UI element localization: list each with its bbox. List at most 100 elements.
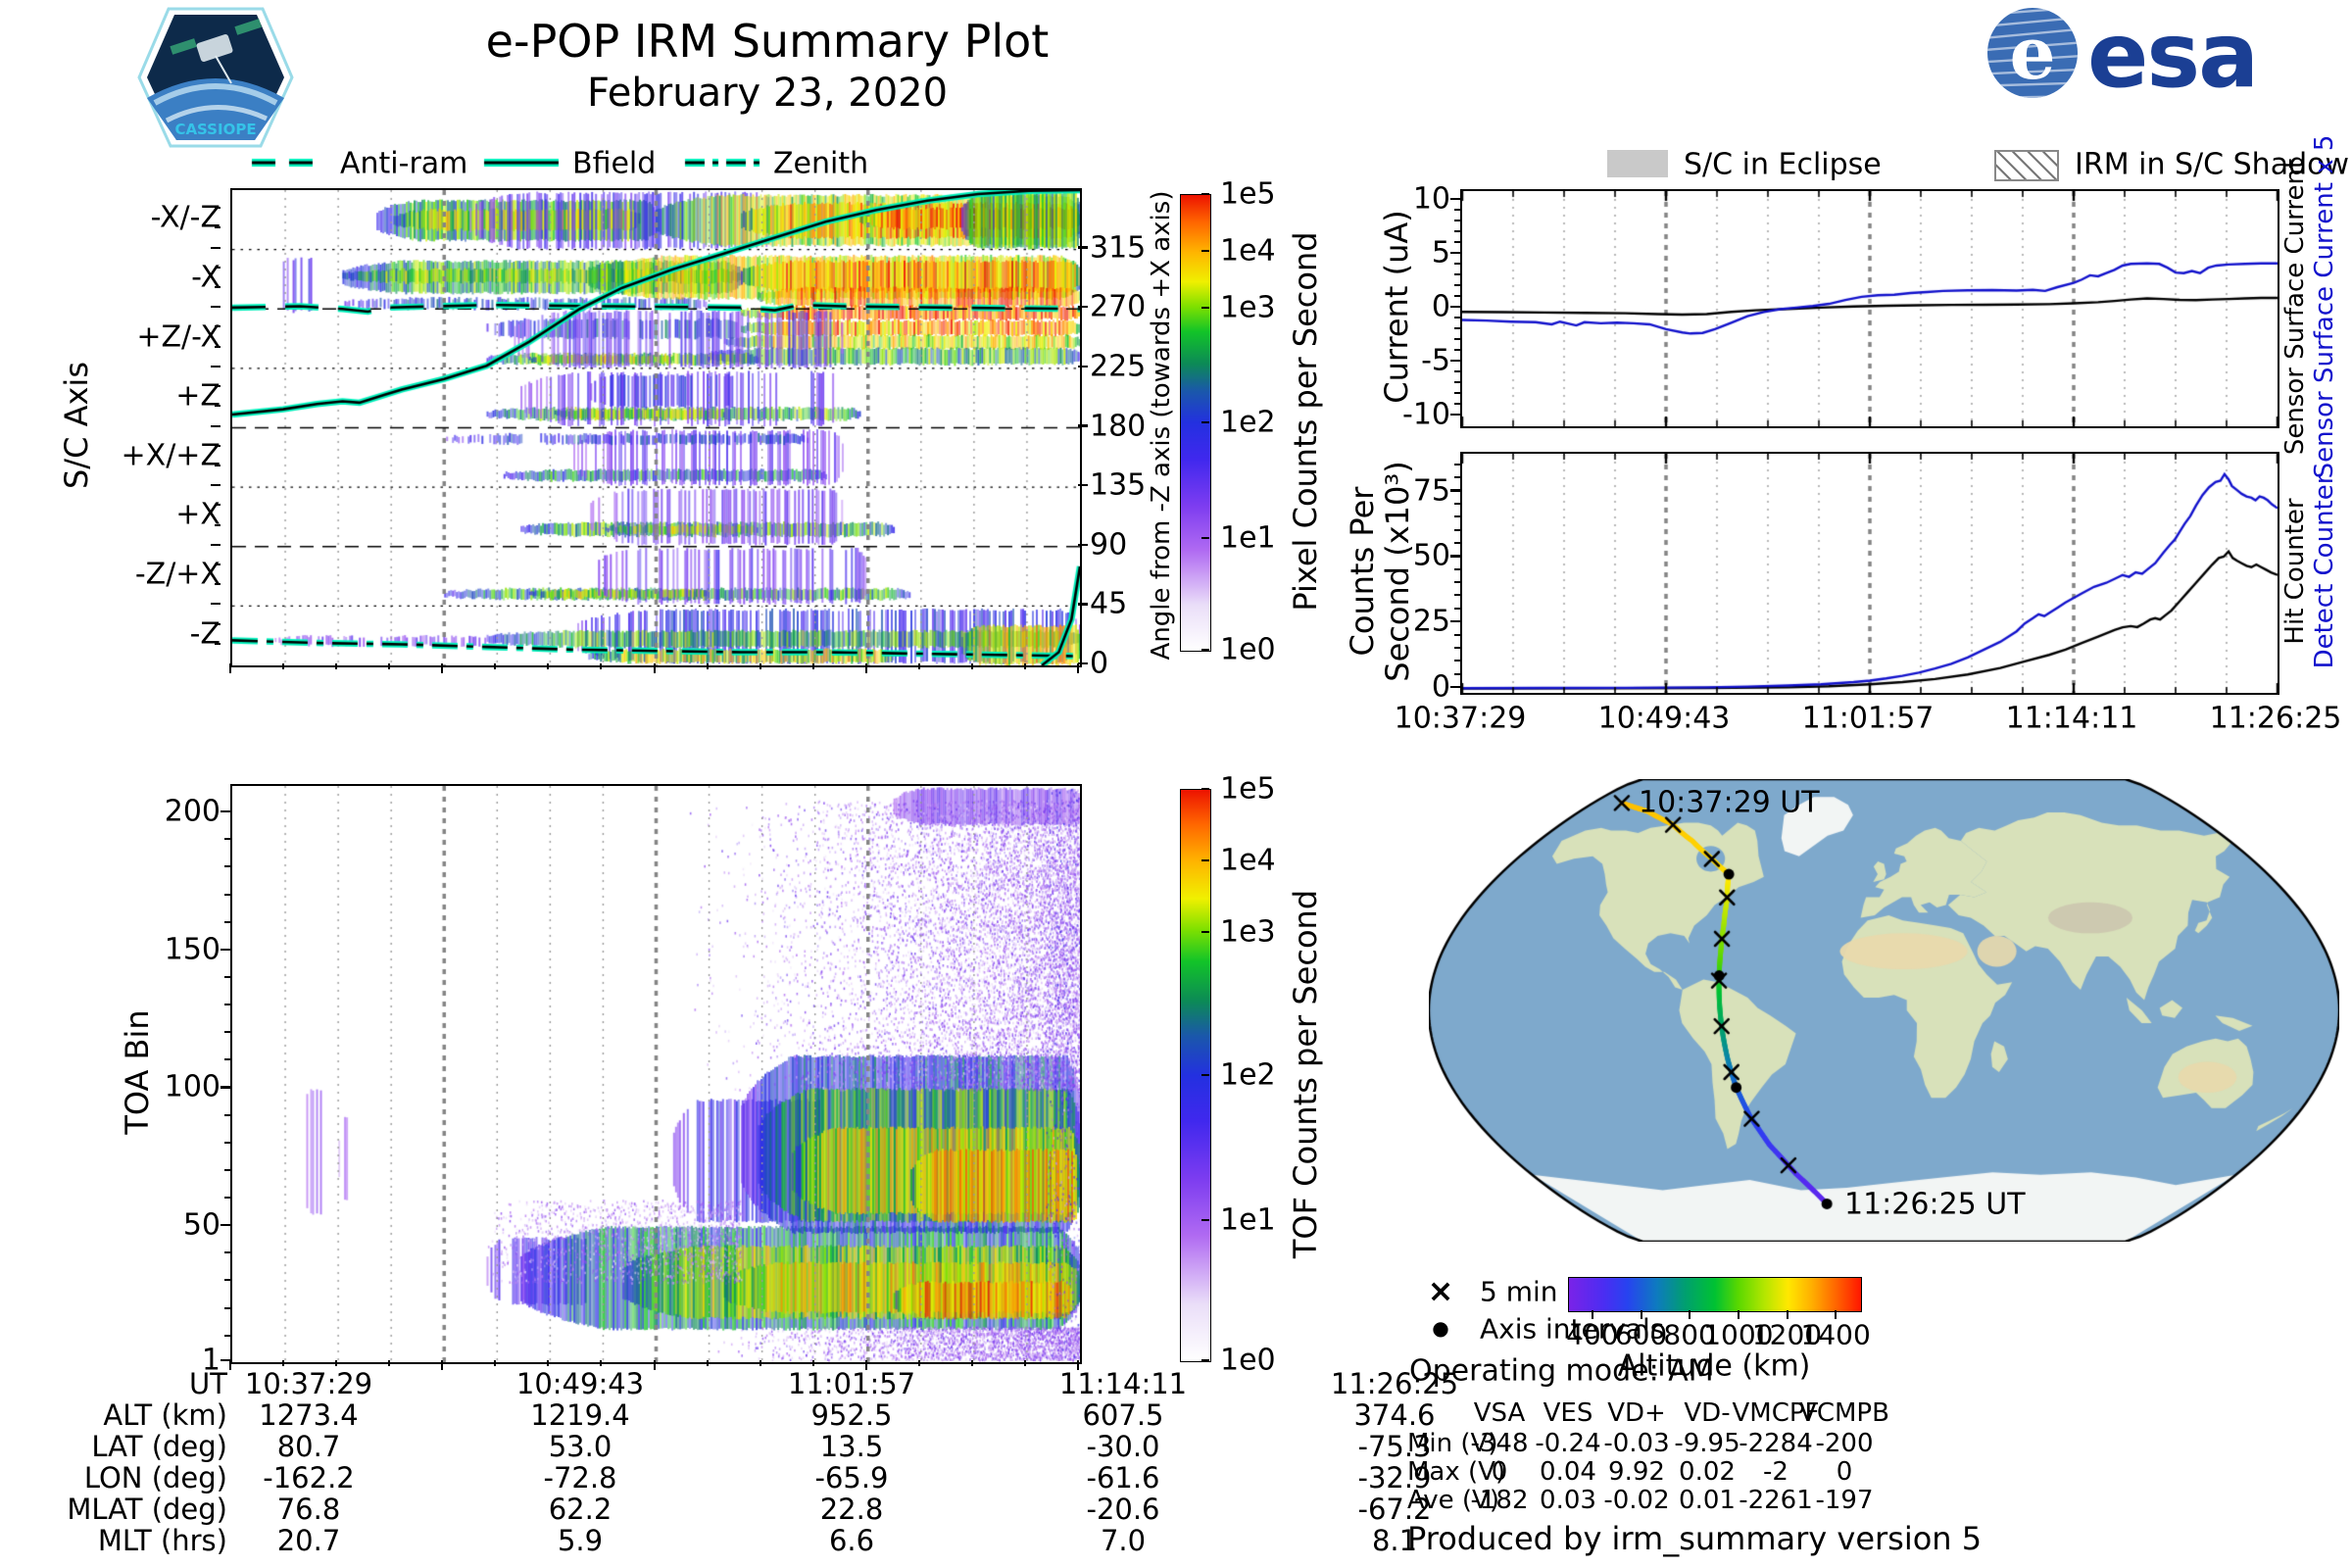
voltage-value: 0	[1491, 1457, 1508, 1487]
toa-minor-tick	[224, 1306, 230, 1309]
ephemeris-row-label: MLAT (deg)	[67, 1493, 227, 1526]
sc-time-tick	[547, 663, 550, 669]
ephemeris-value: -61.6	[1086, 1461, 1160, 1494]
voltage-column-header: VSA	[1473, 1398, 1526, 1428]
voltage-column-header: VD+	[1607, 1398, 1666, 1428]
sc-axis-section-label: +Z	[175, 378, 220, 414]
x-marker-icon: ×	[1427, 1272, 1454, 1309]
voltage-row-label: Max (V)	[1407, 1457, 1506, 1487]
voltage-value: -182	[1470, 1486, 1529, 1515]
counts-minor-ytick	[1454, 463, 1460, 466]
tof-colorbar-tick-label: 1e4	[1220, 843, 1276, 878]
current-minor-ytick	[1454, 349, 1460, 352]
sc-time-tick	[335, 663, 338, 669]
ephemeris-value: 13.5	[819, 1430, 884, 1463]
toa-minor-tick	[224, 1279, 230, 1282]
toa-minor-tick	[224, 1031, 230, 1034]
ephemeris-value: 8.1	[1371, 1524, 1418, 1557]
toa-minor-tick	[224, 1086, 230, 1089]
zenith-legend-line-icon	[683, 155, 761, 171]
sc-axis-minor-tick	[215, 385, 220, 388]
sc-time-tick	[229, 663, 231, 673]
ephemeris-value: -20.6	[1086, 1493, 1160, 1526]
ephemeris-row-label: LON (deg)	[83, 1461, 227, 1494]
current-ytick-label: 0	[1431, 289, 1450, 324]
counts-ytick-label: 0	[1431, 669, 1450, 705]
sc-axis-minor-tick	[215, 563, 220, 565]
toa-spectrogram-panel	[230, 784, 1082, 1364]
pixel-colorbar-tick	[1201, 537, 1209, 540]
counts-right-label-blue: Detect Counter	[2310, 473, 2339, 669]
altitude-tick	[1591, 1310, 1593, 1319]
legend-anti-ram-label: Anti-ram	[340, 146, 468, 181]
sc-axis-section-label: -Z	[189, 616, 220, 652]
current-minor-ytick	[1454, 327, 1460, 330]
eclipse-legend-swatch	[1607, 150, 1668, 177]
world-map-ground-track	[1429, 779, 2339, 1242]
ephemeris-value: 11:01:57	[787, 1367, 916, 1400]
toa-time-tick	[282, 1360, 285, 1366]
toa-minor-tick	[224, 975, 230, 978]
current-minor-ytick	[1454, 197, 1460, 200]
sc-axis-section-label: +X/+Z	[121, 438, 220, 473]
current-minor-ytick	[1454, 338, 1460, 341]
toa-minor-tick	[224, 1334, 230, 1337]
voltage-value: 9.92	[1608, 1457, 1665, 1487]
sc-axis-minor-tick	[211, 484, 220, 487]
sc-axis-minor-tick	[211, 424, 220, 427]
toa-bin-tick-label: 50	[182, 1207, 220, 1243]
tof-colorbar-tick	[1201, 1073, 1209, 1076]
current-minor-ytick	[1454, 403, 1460, 406]
tof-colorbar-tick-label: 1e1	[1220, 1202, 1276, 1238]
sc-time-tick	[494, 663, 497, 669]
current-minor-ytick	[1454, 240, 1460, 243]
voltage-value: 0.02	[1679, 1457, 1736, 1487]
dot-marker-icon: ●	[1432, 1316, 1449, 1340]
voltage-value: -0.24	[1535, 1429, 1601, 1458]
voltage-value: 0.04	[1540, 1457, 1596, 1487]
tof-colorbar-tick-label: 1e0	[1220, 1343, 1276, 1378]
sc-axis-section-label: +X	[175, 497, 220, 532]
time-tick-label: 11:26:25	[2209, 701, 2342, 736]
tof-colorbar-tick	[1201, 930, 1209, 933]
voltage-value: 0.03	[1540, 1486, 1596, 1515]
current-minor-ytick	[1454, 381, 1460, 384]
counts-ytick-label: 75	[1412, 473, 1450, 509]
sc-time-tick	[917, 663, 920, 669]
angle-axis-tick	[1078, 483, 1088, 487]
toa-bin-tick-label: 150	[164, 932, 220, 967]
ephemeris-value: 20.7	[276, 1524, 341, 1557]
angle-tick-label: 135	[1090, 467, 1147, 503]
angle-axis-tick	[1078, 603, 1088, 606]
current-right-label-blue: Sensor Surface Current x 5	[2310, 134, 2339, 479]
counts-minor-ytick	[1454, 685, 1460, 688]
tof-colorbar-tick	[1201, 1219, 1209, 1222]
pixel-colorbar-tick-label: 1e1	[1220, 520, 1276, 556]
ephemeris-value: 10:49:43	[515, 1367, 645, 1400]
voltage-value: -2261	[1739, 1486, 1813, 1515]
sc-time-tick	[1077, 663, 1079, 673]
sc-axis-minor-tick	[211, 603, 220, 606]
counts-minor-ytick	[1454, 672, 1460, 675]
sc-axis-spectrogram-canvas	[232, 190, 1080, 665]
sc-axis-minor-tick	[215, 464, 220, 466]
toa-time-tick	[706, 1360, 709, 1366]
patch-satellite-icon	[196, 34, 233, 62]
eclipse-legend-label: S/C in Eclipse	[1684, 147, 1882, 182]
altitude-tick-label: 800	[1663, 1318, 1716, 1351]
angle-tick-label: 225	[1090, 349, 1147, 384]
sc-time-tick	[706, 663, 709, 669]
ephemeris-value: 22.8	[819, 1493, 884, 1526]
current-minor-ytick	[1454, 392, 1460, 395]
sc-axis-minor-tick	[211, 246, 220, 249]
ephemeris-value: 11:26:25	[1330, 1367, 1459, 1400]
altitude-tick	[1640, 1310, 1642, 1319]
toa-minor-tick	[224, 1004, 230, 1006]
toa-minor-tick	[224, 1197, 230, 1199]
sc-axis-minor-tick	[211, 306, 220, 309]
toa-time-tick	[1023, 1360, 1026, 1366]
ephemeris-value: 10:37:29	[244, 1367, 373, 1400]
toa-minor-tick	[224, 1058, 230, 1061]
voltage-value: -2284	[1739, 1429, 1813, 1458]
current-ytick-label: 10	[1412, 181, 1450, 217]
